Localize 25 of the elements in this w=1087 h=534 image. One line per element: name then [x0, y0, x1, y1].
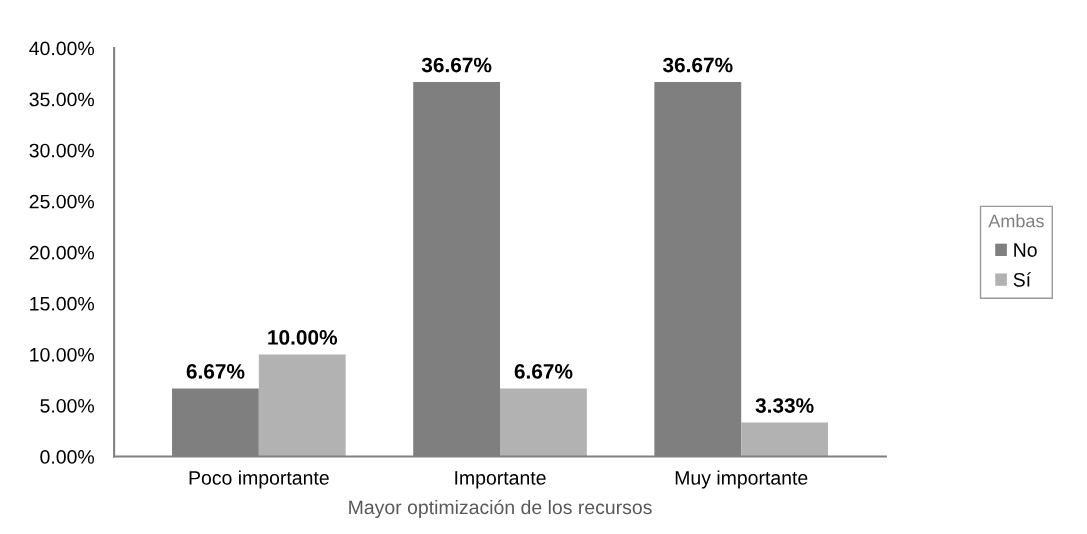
- y-tick-label: 0.00%: [40, 450, 94, 464]
- legend-label: Sí: [1013, 272, 1031, 287]
- y-tick-label: 35.00%: [29, 92, 94, 107]
- x-tick-label: Importante: [455, 471, 546, 489]
- y-tick-label: 20.00%: [29, 245, 94, 260]
- bar: [500, 388, 587, 457]
- y-tick-label: 25.00%: [29, 194, 94, 209]
- data-label: 36.67%: [421, 57, 492, 73]
- y-tick-label: 10.00%: [30, 347, 94, 362]
- y-tick-label: 30.00%: [29, 143, 94, 158]
- x-tick-label: Muy importante: [675, 470, 808, 489]
- y-tick-label: 5.00%: [40, 398, 94, 413]
- data-label: 6.67%: [514, 364, 573, 379]
- legend-label: No: [1014, 243, 1037, 257]
- data-label: 3.33%: [755, 398, 814, 413]
- data-label: 10.00%: [268, 330, 338, 345]
- x-axis-title: Mayor optimización de los recursos: [349, 499, 652, 519]
- bar: [741, 422, 829, 457]
- data-label: 6.67%: [186, 364, 245, 379]
- x-tick-label: Poco importante: [189, 470, 329, 489]
- y-tick-label: 40.00%: [29, 41, 94, 56]
- legend-title: Ambas: [988, 214, 1044, 228]
- data-label: 36.67%: [662, 57, 733, 73]
- bar: [258, 354, 346, 457]
- y-tick-label: 15.00%: [30, 296, 94, 311]
